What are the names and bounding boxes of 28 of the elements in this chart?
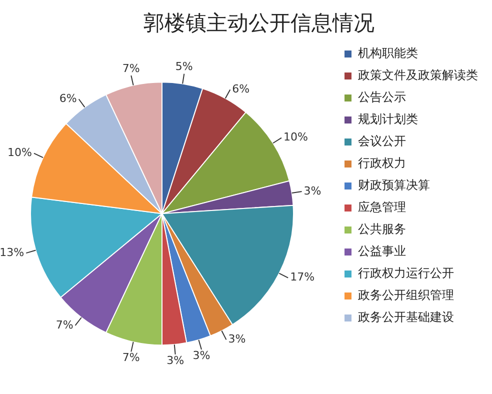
data-label: 10%	[8, 146, 32, 160]
data-label: 10%	[283, 130, 308, 144]
data-label: 7%	[56, 318, 74, 332]
legend-label: 公共服务	[358, 222, 406, 236]
data-label: 6%	[232, 82, 250, 96]
legend-label: 行政权力运行公开	[358, 266, 454, 280]
data-label: 7%	[122, 351, 140, 364]
legend-label: 政务公开组织管理	[358, 288, 454, 302]
data-label: 3%	[192, 348, 210, 362]
legend-label: 规划计划类	[358, 112, 418, 126]
chart-title: 郭楼镇主动公开信息情况	[144, 11, 374, 36]
legend-label: 公益事业	[358, 244, 406, 258]
legend-label: 政务公开基础建设	[358, 310, 454, 324]
legend-label: 机构职能类	[358, 46, 418, 60]
legend-label: 行政权力	[358, 156, 406, 170]
data-label: 5%	[175, 60, 193, 74]
legend-label: 应急管理	[358, 200, 406, 214]
data-label: 3%	[166, 354, 184, 367]
data-label: 6%	[59, 92, 77, 105]
data-label: 17%	[290, 270, 315, 284]
data-label: 13%	[0, 246, 24, 259]
legend-label: 会议公开	[358, 134, 406, 148]
legend-label: 公告公示	[358, 90, 406, 104]
legend-label: 政策文件及政策解读类	[358, 68, 478, 82]
data-label: 3%	[304, 184, 322, 198]
data-label: 3%	[228, 332, 246, 346]
data-label: 7%	[122, 62, 140, 75]
legend-label: 财政预算决算	[358, 178, 430, 192]
